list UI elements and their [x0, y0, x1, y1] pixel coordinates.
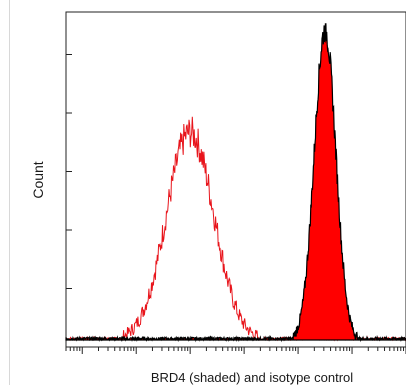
x-axis-label: BRD4 (shaded) and isotype control [151, 370, 353, 385]
plot-frame [65, 11, 406, 348]
series-isotype-control-line [65, 116, 406, 342]
page-edge-line [9, 0, 10, 385]
series-brd4-shaded-area [65, 23, 406, 343]
y-axis-ticks [66, 54, 72, 348]
y-axis-label: Count [30, 161, 46, 198]
x-axis-ticks [65, 347, 406, 354]
